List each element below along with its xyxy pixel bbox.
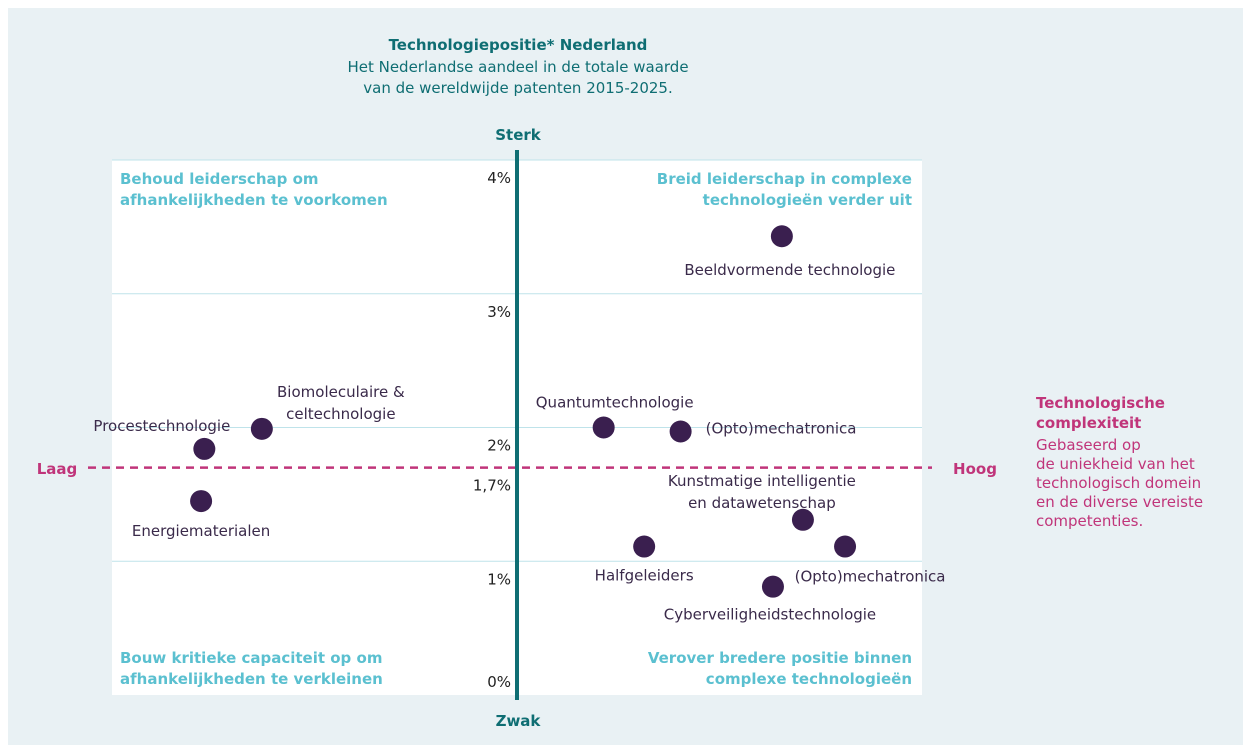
point [592, 416, 615, 439]
point [791, 508, 814, 531]
point [190, 490, 213, 513]
y-tick-label: 0% [487, 673, 511, 691]
quadrant-label: Verover bredere positie binnen [648, 649, 912, 667]
chart-title: Technologiepositie* Nederland [389, 36, 648, 54]
point [250, 417, 273, 440]
y-tick-label: 1% [487, 570, 511, 588]
x-left-label: Laag [37, 460, 78, 478]
y-tick-label: 3% [487, 303, 511, 321]
quadrant-label: afhankelijkheden te voorkomen [120, 191, 388, 209]
point-label: celtechnologie [286, 405, 395, 423]
chart-subtitle: Het Nederlandse aandeel in de totale waa… [347, 58, 688, 76]
quadrant-label: technologieën verder uit [703, 191, 912, 209]
point [761, 575, 784, 598]
quadrant-label: Bouw kritieke capaciteit op om [120, 649, 382, 667]
y-top-label: Sterk [495, 126, 542, 144]
x-axis-note: en de diverse vereiste [1036, 493, 1203, 511]
x-axis-title: Technologische [1036, 394, 1165, 412]
point [193, 437, 216, 460]
point-label: (Opto)mechatronica [706, 420, 857, 438]
point-label: Biomoleculaire & [277, 383, 405, 401]
point [834, 535, 857, 558]
point-label: Cyberveiligheidstechnologie [664, 606, 876, 624]
x-axis-note: technologisch domein [1036, 474, 1201, 492]
x-axis-note: competenties. [1036, 512, 1143, 530]
point-label: (Opto)mechatronica [795, 568, 946, 586]
x-axis-note: de uniekheid van het [1036, 455, 1195, 473]
point-label: Halfgeleiders [595, 567, 694, 585]
x-axis-title: complexiteit [1036, 414, 1141, 432]
quadrant-label: Breid leiderschap in complexe [657, 170, 912, 188]
point-label: Procestechnologie [93, 417, 230, 435]
x-axis-note: Gebaseerd op [1036, 436, 1141, 454]
point-label: Beeldvormende technologie [684, 261, 895, 279]
point-label: Energiematerialen [132, 522, 270, 540]
point-label: Quantumtechnologie [536, 394, 694, 412]
point [669, 420, 692, 443]
point [633, 535, 656, 558]
chart-subtitle: van de wereldwijde patenten 2015-2025. [363, 79, 672, 97]
point-label: en datawetenschap [688, 494, 836, 512]
x-right-label: Hoog [953, 460, 997, 478]
quadrant-label: Behoud leiderschap om [120, 170, 319, 188]
point [770, 225, 793, 248]
y-tick-label: 4% [487, 169, 511, 187]
point-label: Kunstmatige intelligentie [668, 472, 856, 490]
y-tick-label: 1,7% [473, 477, 511, 495]
y-bottom-label: Zwak [496, 712, 542, 730]
quadrant-label: afhankelijkheden te verkleinen [120, 670, 383, 688]
y-tick-label: 2% [487, 437, 511, 455]
quadrant-label: complexe technologieën [706, 670, 912, 688]
